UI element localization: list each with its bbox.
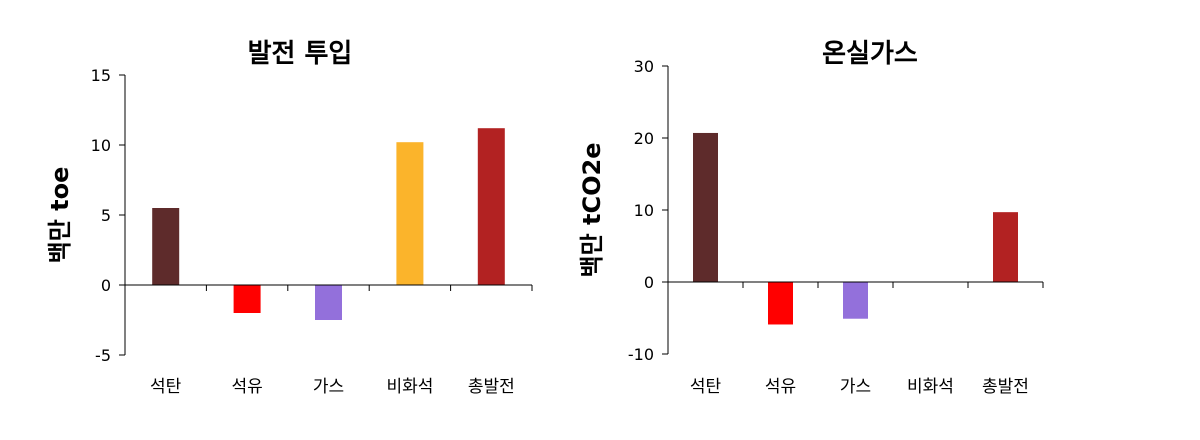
category-label: 가스 <box>840 377 871 397</box>
category-label: 석유 <box>765 377 796 397</box>
y-tick-label: 15 <box>91 66 111 85</box>
bar-4 <box>477 128 505 285</box>
category-label: 비화석 <box>907 377 954 397</box>
category-label: 비화석 <box>386 377 433 397</box>
y-tick-label: 20 <box>634 129 654 148</box>
y-axis-ticks: -5 0 5 10 15 <box>91 66 125 365</box>
category-label: 석유 <box>231 377 262 397</box>
bar-1 <box>233 285 261 313</box>
y-tick-label: -5 <box>95 346 111 365</box>
bar-0 <box>152 208 180 285</box>
bar-0 <box>693 132 718 282</box>
y-tick-label: -10 <box>628 345 654 364</box>
y-tick-label: 30 <box>634 57 654 76</box>
category-label: 총발전 <box>982 377 1029 397</box>
y-axis-ticks: -10 0 10 20 30 <box>628 57 668 364</box>
chart-ghg: 온실가스 백만 tCO2e -10 0 10 20 30 석탄 석유 가스 비화석 총발전 <box>578 39 1044 397</box>
chart-energy-input: 발전 투입 백만 toe -5 0 5 10 15 석탄 석유 가스 비화석 총발전 <box>46 39 533 397</box>
category-label: 석탄 <box>690 377 722 397</box>
y-tick-label: 0 <box>101 276 111 295</box>
bars <box>693 132 1018 325</box>
y-tick-label: 0 <box>644 273 654 292</box>
bar-1 <box>768 282 793 325</box>
y-axis-label: 백만 tCO2e <box>578 143 606 278</box>
y-tick-label: 10 <box>91 136 111 155</box>
bar-3 <box>396 142 424 285</box>
chart-title: 발전 투입 <box>248 39 353 69</box>
category-label: 석탄 <box>150 377 182 397</box>
chart-title: 온실가스 <box>822 39 918 69</box>
bar-4 <box>993 212 1018 282</box>
x-axis-categories: 석탄 석유 가스 비화석 총발전 <box>150 377 515 397</box>
x-axis-categories: 석탄 석유 가스 비화석 총발전 <box>690 377 1029 397</box>
category-label: 총발전 <box>468 377 515 397</box>
y-axis-label: 백만 toe <box>46 167 74 264</box>
y-tick-label: 10 <box>634 201 654 220</box>
category-label: 가스 <box>313 377 344 397</box>
axes <box>124 75 533 355</box>
bar-2 <box>843 282 868 319</box>
bar-2 <box>315 285 342 320</box>
bars <box>152 128 505 320</box>
y-tick-label: 5 <box>101 206 111 225</box>
axes <box>667 66 1044 354</box>
